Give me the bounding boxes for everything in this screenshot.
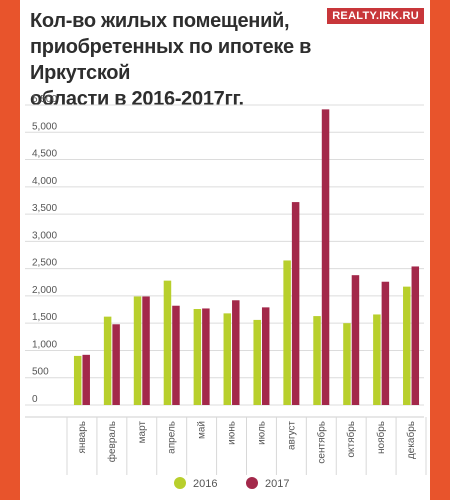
y-tick-label: 4,000 xyxy=(32,176,57,187)
x-tick-label: февраль xyxy=(106,421,118,462)
bar-2017-11 xyxy=(411,266,420,405)
bar-2016-7 xyxy=(283,260,291,405)
bar-2016-0 xyxy=(73,355,82,405)
bar-2016-3 xyxy=(163,280,172,405)
x-tick-label: декабрь xyxy=(405,421,417,459)
bar-2017-3 xyxy=(172,305,180,405)
bar-2017-9 xyxy=(351,275,360,405)
x-tick-label: март xyxy=(137,421,148,444)
x-tick-label: сентябрь xyxy=(315,421,327,464)
bar-2016-10 xyxy=(373,314,381,405)
x-tick-label: апрель xyxy=(167,421,178,454)
y-tick-label: 3,500 xyxy=(32,203,57,214)
bar-2017-0 xyxy=(82,354,90,405)
bar-2017-2 xyxy=(142,296,150,405)
y-tick-label: 5,000 xyxy=(32,121,57,132)
x-tick-label: июль xyxy=(256,421,267,445)
y-tick-label: 5,500 xyxy=(32,94,57,105)
bar-2017-5 xyxy=(232,300,240,405)
y-tick-label: 2,500 xyxy=(32,258,57,269)
x-tick-label: май xyxy=(197,421,208,439)
bar-2017-7 xyxy=(291,202,300,405)
bar-2016-9 xyxy=(343,323,351,405)
title-line-1: Кол-во жилых помещений, xyxy=(30,10,290,32)
y-tick-label: 500 xyxy=(32,367,49,378)
legend-marker-2017 xyxy=(246,477,258,489)
chart-frame: Кол-во жилых помещений, приобретенных по… xyxy=(20,0,430,500)
bar-2016-2 xyxy=(133,296,142,405)
bar-2017-6 xyxy=(261,307,270,405)
bar-2017-10 xyxy=(381,281,390,405)
y-tick-label: 4,500 xyxy=(32,149,57,160)
y-tick-label: 0 xyxy=(32,394,38,405)
bar-2016-8 xyxy=(313,316,321,405)
legend-label-2017: 2017 xyxy=(265,478,289,490)
bar-2016-11 xyxy=(403,286,411,405)
bar-2016-1 xyxy=(103,316,112,405)
y-tick-label: 2,000 xyxy=(32,285,57,296)
bar-2017-4 xyxy=(202,308,210,405)
bar-2016-4 xyxy=(193,309,202,405)
x-tick-label: октябрь xyxy=(345,421,357,458)
title-line-2: приобретенных по ипотеке в Иркутской xyxy=(30,36,312,84)
bar-2016-5 xyxy=(223,313,232,405)
y-tick-label: 1,000 xyxy=(32,339,57,350)
bar-2016-6 xyxy=(253,319,261,405)
y-tick-label: 3,000 xyxy=(32,230,57,241)
legend-label-2016: 2016 xyxy=(193,478,217,490)
x-tick-label: июнь xyxy=(227,421,238,445)
x-tick-label: ноябрь xyxy=(375,421,387,454)
x-tick-label: январь xyxy=(77,421,88,453)
bar-chart: 0 500 1,000 1,500 2,000 2,500 3,000 3,500 4,000 4… xyxy=(25,94,427,490)
x-tick-label: август xyxy=(286,421,297,450)
legend-marker-2016 xyxy=(174,477,186,489)
bar-2017-1 xyxy=(112,324,120,405)
bar-2017-8 xyxy=(321,109,330,405)
site-logo: REALTY.IRK.RU xyxy=(327,8,424,24)
y-tick-label: 1,500 xyxy=(32,312,57,323)
